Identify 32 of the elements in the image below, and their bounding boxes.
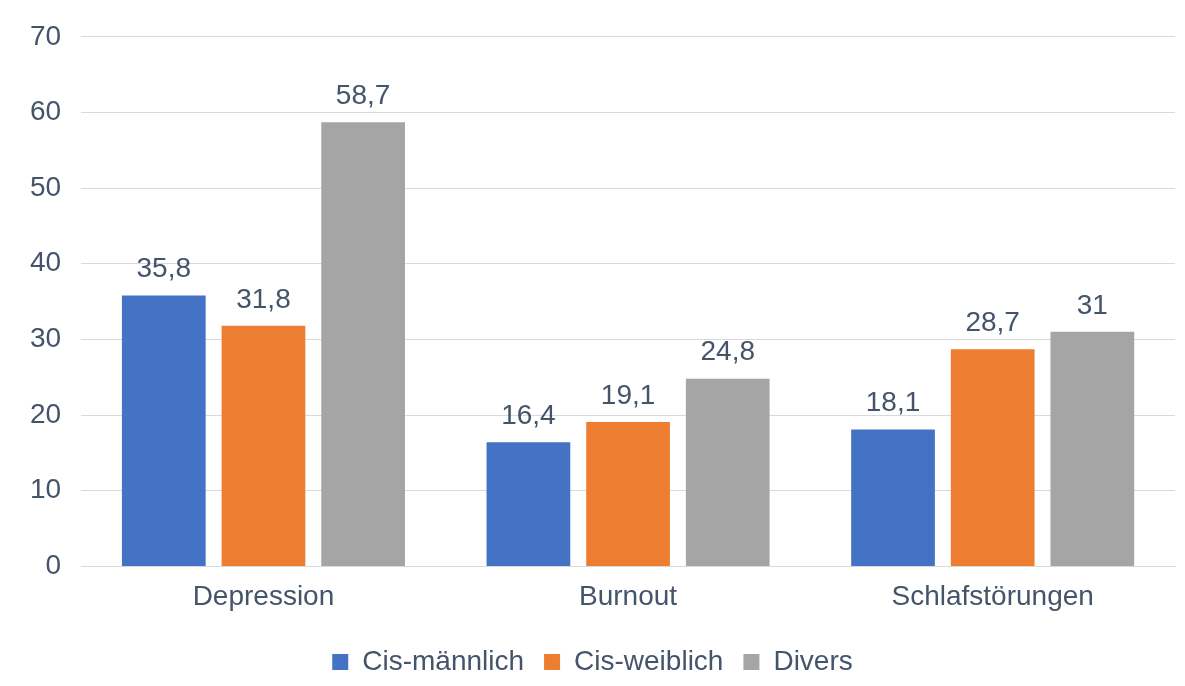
x-tick-label: Burnout bbox=[579, 579, 678, 611]
y-tick-label: 20 bbox=[29, 397, 62, 429]
bar bbox=[950, 349, 1035, 566]
y-tick-label: 10 bbox=[29, 473, 62, 505]
data-label: 19,1 bbox=[600, 378, 656, 410]
data-label: 35,8 bbox=[136, 252, 192, 284]
y-tick-label: 0 bbox=[45, 549, 62, 581]
data-label: 58,7 bbox=[335, 79, 391, 111]
bar bbox=[586, 421, 670, 566]
legend-label: Divers bbox=[773, 644, 853, 676]
bar bbox=[685, 378, 770, 566]
bar bbox=[1050, 331, 1135, 566]
data-label: 16,4 bbox=[501, 399, 556, 431]
bar bbox=[121, 295, 206, 566]
y-tick-label: 40 bbox=[29, 246, 62, 278]
x-tick-label: Depression bbox=[192, 579, 335, 611]
legend-label: Cis-weiblich bbox=[574, 644, 724, 676]
y-tick-label: 30 bbox=[29, 322, 62, 354]
y-tick-label: 70 bbox=[29, 19, 62, 51]
bar bbox=[486, 442, 571, 566]
data-label: 31,8 bbox=[236, 282, 291, 314]
data-label: 28,7 bbox=[965, 305, 1020, 337]
x-tick-label: Schlafstörungen bbox=[891, 579, 1094, 611]
legend-label: Cis-männlich bbox=[362, 644, 525, 676]
data-label: 31 bbox=[1076, 288, 1108, 320]
data-label: 24,8 bbox=[700, 335, 755, 367]
bar bbox=[321, 122, 405, 566]
bar bbox=[851, 429, 935, 566]
bar bbox=[221, 325, 306, 566]
y-tick-label: 50 bbox=[29, 170, 62, 202]
y-tick-label: 60 bbox=[29, 95, 62, 127]
data-label: 18,1 bbox=[865, 386, 921, 418]
